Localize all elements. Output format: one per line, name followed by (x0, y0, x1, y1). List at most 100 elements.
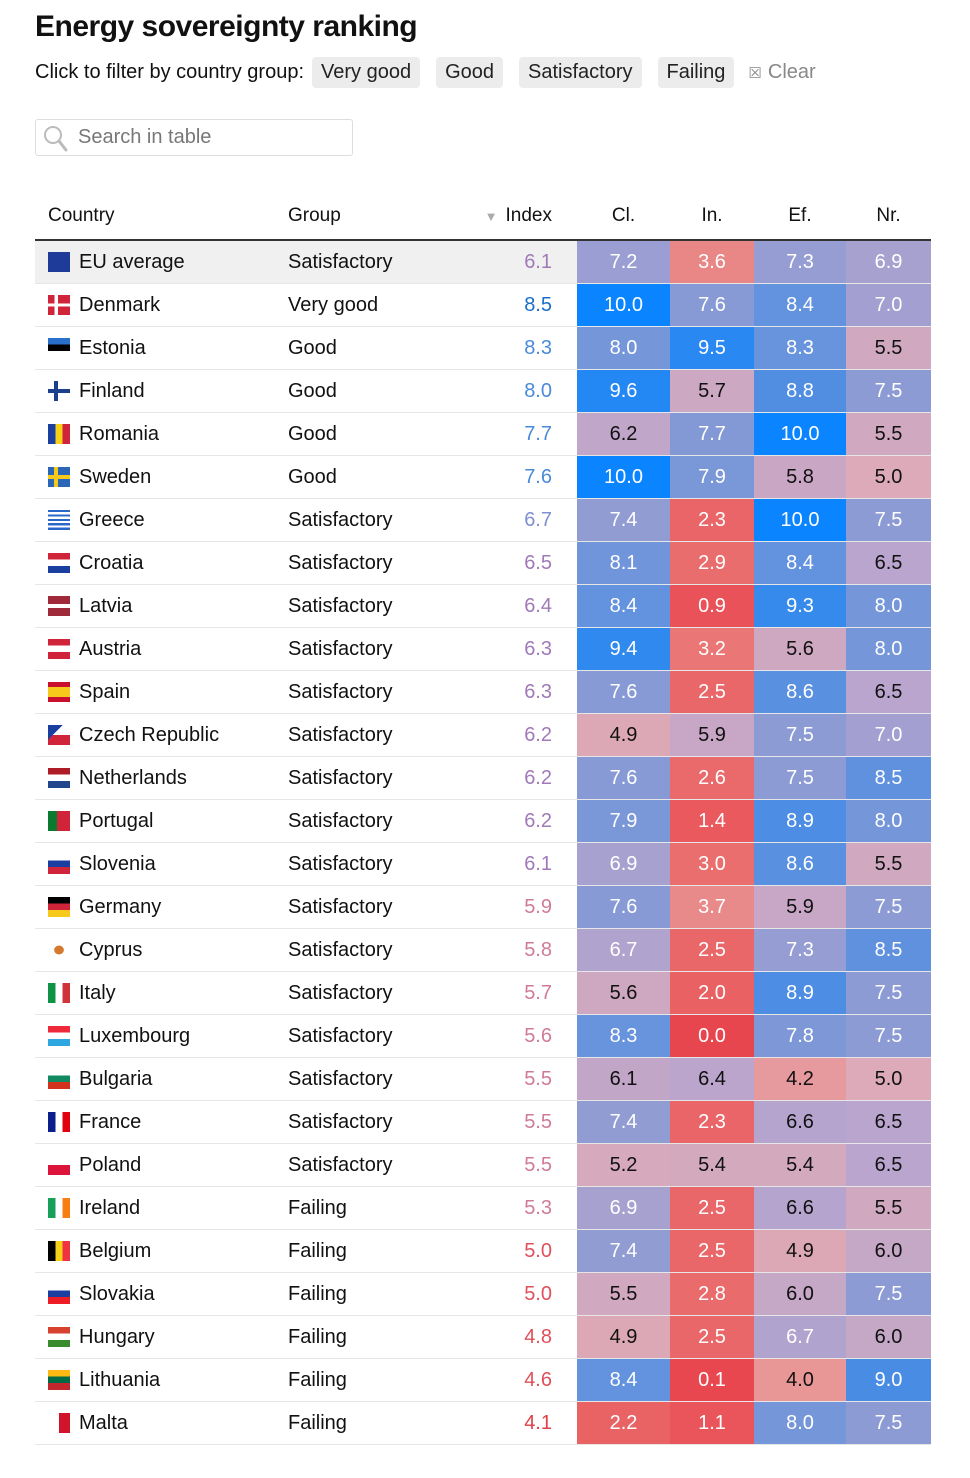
cl-score-cell: 7.4 (577, 1230, 670, 1272)
cl-score-cell: 8.0 (577, 327, 670, 369)
ef-score-cell: 5.8 (754, 456, 846, 498)
table-row: Slovakia Failing 5.0 5.5 2.8 6.0 7.5 (35, 1273, 931, 1316)
index-cell: 4.8 (524, 1325, 552, 1348)
country-cell: EU average (35, 251, 288, 274)
group-cell: Satisfactory (288, 1153, 393, 1176)
nr-score-cell: 7.0 (846, 714, 931, 756)
table-row: Estonia Good 8.3 8.0 9.5 8.3 5.5 (35, 327, 931, 370)
nr-score-cell: 8.0 (846, 585, 931, 627)
cl-score-cell: 10.0 (577, 456, 670, 498)
page-title: Energy sovereignty ranking (35, 10, 418, 43)
col-group[interactable]: Group (288, 204, 341, 226)
index-cell: 6.1 (524, 250, 552, 273)
flag-eu-icon (48, 252, 70, 272)
ef-score-cell: 10.0 (754, 413, 846, 455)
table-row: Poland Satisfactory 5.5 5.2 5.4 5.4 6.5 (35, 1144, 931, 1187)
ef-score-cell: 8.0 (754, 1402, 846, 1444)
country-name: France (79, 1110, 142, 1133)
nr-score-cell: 8.0 (846, 628, 931, 670)
table-row: Sweden Good 7.6 10.0 7.9 5.8 5.0 (35, 456, 931, 499)
table-body: EU average Satisfactory 6.1 7.2 3.6 7.3 6.9 D… (35, 241, 931, 1445)
nr-score-cell: 5.5 (846, 327, 931, 369)
col-ef[interactable]: Ef. (788, 204, 812, 226)
table-row: Luxembourg Satisfactory 5.6 8.3 0.0 7.8 7.5 (35, 1015, 931, 1058)
clear-filter-button[interactable]: ☒ Clear (748, 61, 815, 84)
cl-score-cell: 9.4 (577, 628, 670, 670)
nr-score-cell: 6.5 (846, 1144, 931, 1186)
table-row: Bulgaria Satisfactory 5.5 6.1 6.4 4.2 5.0 (35, 1058, 931, 1101)
index-cell: 5.3 (524, 1196, 552, 1219)
cl-score-cell: 7.4 (577, 499, 670, 541)
nr-score-cell: 6.5 (846, 671, 931, 713)
col-cl[interactable]: Cl. (611, 204, 636, 226)
ef-score-cell: 8.9 (754, 800, 846, 842)
table-header: Country Group ▼ Index Cl. In. Ef. Nr. (35, 192, 931, 241)
ef-score-cell: 5.9 (754, 886, 846, 928)
group-cell: Satisfactory (288, 766, 393, 789)
flag-pl-icon (48, 1155, 70, 1175)
index-cell: 5.5 (524, 1110, 552, 1133)
ef-score-cell: 8.6 (754, 843, 846, 885)
filter-satisfactory[interactable]: Satisfactory (519, 57, 642, 88)
country-name: Slovakia (79, 1282, 155, 1305)
table-row: Ireland Failing 5.3 6.9 2.5 6.6 5.5 (35, 1187, 931, 1230)
country-name: Estonia (79, 336, 146, 359)
in-score-cell: 2.5 (670, 929, 754, 971)
flag-fr-icon (48, 1112, 70, 1132)
ef-score-cell: 8.3 (754, 327, 846, 369)
filter-very-good[interactable]: Very good (312, 57, 421, 88)
in-score-cell: 2.5 (670, 1316, 754, 1358)
country-cell: Latvia (35, 595, 288, 618)
in-score-cell: 2.3 (670, 1101, 754, 1143)
country-cell: Portugal (35, 810, 288, 833)
index-cell: 7.6 (524, 465, 552, 488)
flag-fi-icon (48, 381, 70, 401)
group-cell: Good (288, 336, 337, 359)
ef-score-cell: 9.3 (754, 585, 846, 627)
group-cell: Satisfactory (288, 938, 393, 961)
nr-score-cell: 7.5 (846, 1015, 931, 1057)
group-cell: Failing (288, 1239, 347, 1262)
group-cell: Good (288, 379, 337, 402)
table-row: Hungary Failing 4.8 4.9 2.5 6.7 6.0 (35, 1316, 931, 1359)
search-input[interactable] (76, 125, 340, 150)
in-score-cell: 3.7 (670, 886, 754, 928)
ef-score-cell: 6.6 (754, 1187, 846, 1229)
country-name: Cyprus (79, 938, 143, 961)
group-cell: Satisfactory (288, 852, 393, 875)
col-in[interactable]: In. (701, 204, 723, 226)
flag-it-icon (48, 983, 70, 1003)
country-name: Romania (79, 422, 160, 445)
country-cell: Lithuania (35, 1369, 288, 1392)
ef-score-cell: 7.5 (754, 714, 846, 756)
group-cell: Satisfactory (288, 981, 393, 1004)
cl-score-cell: 8.4 (577, 1359, 670, 1401)
in-score-cell: 2.3 (670, 499, 754, 541)
group-cell: Satisfactory (288, 1067, 393, 1090)
country-name: Hungary (79, 1325, 155, 1348)
index-cell: 4.6 (524, 1368, 552, 1391)
col-index[interactable]: ▼ Index (468, 205, 552, 227)
index-cell: 5.5 (524, 1067, 552, 1090)
filter-good[interactable]: Good (436, 57, 504, 88)
search-box[interactable] (35, 119, 353, 156)
ef-score-cell: 7.5 (754, 757, 846, 799)
nr-score-cell: 6.0 (846, 1316, 931, 1358)
table-row: Czech Republic Satisfactory 6.2 4.9 5.9 7.5… (35, 714, 931, 757)
country-name: Czech Republic (79, 723, 220, 746)
table-row: Portugal Satisfactory 6.2 7.9 1.4 8.9 8.0 (35, 800, 931, 843)
index-cell: 6.2 (524, 766, 552, 789)
table-row: Denmark Very good 8.5 10.0 7.6 8.4 7.0 (35, 284, 931, 327)
cl-score-cell: 2.2 (577, 1402, 670, 1444)
filter-failing[interactable]: Failing (657, 57, 735, 88)
country-cell: Slovenia (35, 853, 288, 876)
col-country[interactable]: Country (48, 204, 115, 226)
group-cell: Failing (288, 1196, 347, 1219)
nr-score-cell: 5.5 (846, 413, 931, 455)
col-nr[interactable]: Nr. (876, 204, 901, 226)
cl-score-cell: 4.9 (577, 714, 670, 756)
in-score-cell: 5.4 (670, 1144, 754, 1186)
nr-score-cell: 9.0 (846, 1359, 931, 1401)
country-name: Austria (79, 637, 142, 660)
country-cell: Ireland (35, 1197, 288, 1220)
